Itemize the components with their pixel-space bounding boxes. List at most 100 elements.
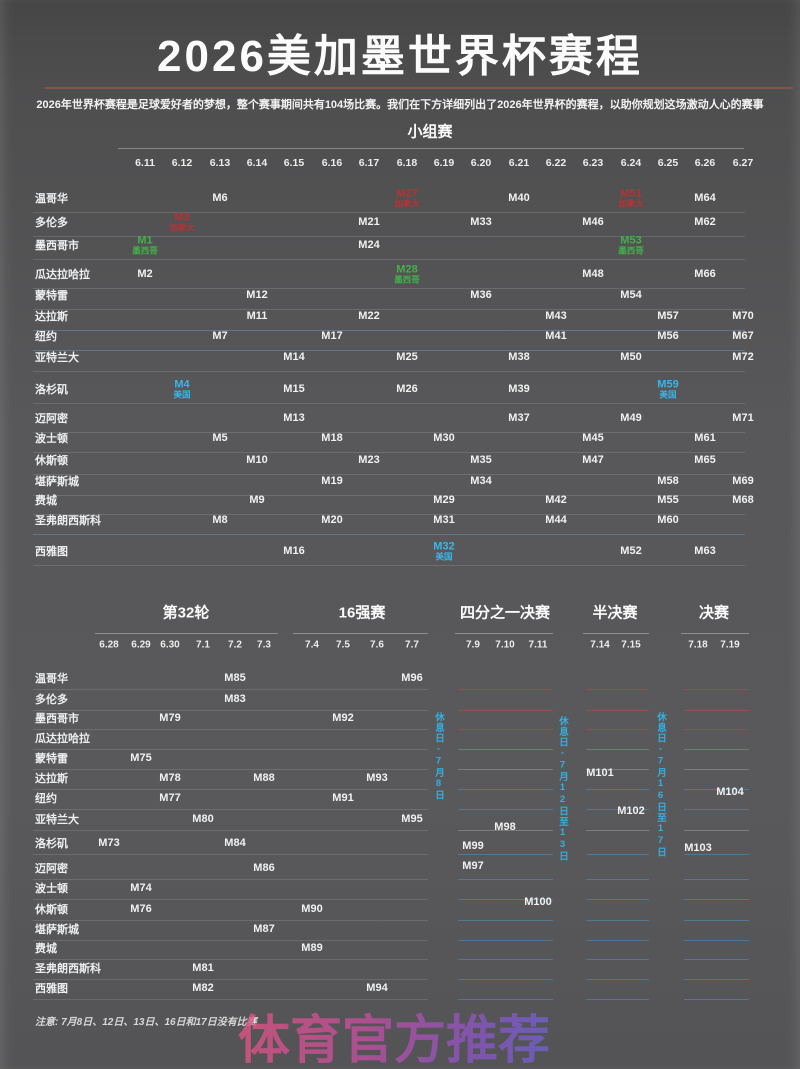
match-number: M26: [396, 382, 418, 395]
row-separator: [684, 830, 749, 831]
match-number: M24: [358, 238, 380, 251]
match-label: M98: [494, 821, 515, 833]
match-label: M72: [732, 351, 753, 363]
date-label: 6.15: [283, 157, 305, 169]
row-separator: [684, 999, 749, 1000]
match-number: M21: [358, 215, 380, 228]
match-number: M102: [617, 804, 645, 817]
section-underline: [293, 633, 428, 634]
match-number: M42: [545, 493, 567, 506]
row-separator: [586, 830, 649, 831]
date-label: 6.27: [732, 157, 754, 169]
row-separator: [458, 769, 553, 770]
match-number: M75: [130, 751, 152, 764]
match-number: M74: [130, 881, 152, 894]
match-number: M49: [620, 411, 642, 424]
match-number: M48: [582, 267, 604, 280]
match-label: M2: [137, 268, 152, 280]
match-number: M63: [694, 544, 716, 557]
city-label: 迈阿密: [35, 413, 68, 425]
match-label: M6: [212, 192, 227, 204]
row-separator: [586, 879, 649, 880]
date-label: 6.23: [582, 157, 604, 169]
match-label: M34: [470, 475, 491, 487]
match-number: M71: [732, 411, 754, 424]
city-label: 蒙特雷: [35, 290, 68, 302]
match-number: M40: [508, 191, 530, 204]
city-label: 迈阿密: [35, 863, 68, 875]
match-label: M74: [130, 882, 151, 894]
date-label: 7.3: [257, 639, 271, 651]
row-separator: [586, 854, 649, 855]
match-label: M37: [508, 412, 529, 424]
row-separator: [33, 879, 428, 880]
match-number: M22: [358, 309, 380, 322]
match-label: M103: [684, 842, 712, 854]
match-number: M62: [694, 215, 716, 228]
row-separator: [458, 920, 553, 921]
match-number: M95: [401, 812, 423, 825]
row-separator: [684, 920, 749, 921]
match-number: M67: [732, 329, 754, 342]
match-label: M11: [247, 310, 268, 322]
match-label: M43: [545, 310, 566, 322]
city-label: 多伦多: [35, 694, 68, 706]
match-label: M4 美国: [173, 378, 190, 399]
row-separator: [586, 940, 649, 941]
match-label: M12: [246, 289, 267, 301]
row-separator: [684, 749, 749, 750]
city-label: 达拉斯: [35, 773, 68, 785]
date-label: 7.1: [196, 639, 210, 651]
row-separator: [586, 749, 649, 750]
match-label: M93: [366, 772, 387, 784]
date-label: 6.20: [470, 157, 492, 169]
match-label: M52: [620, 545, 641, 557]
match-label: M40: [508, 192, 529, 204]
city-label: 波士顿: [35, 883, 68, 895]
city-label: 瓜达拉哈拉: [35, 269, 90, 281]
match-number: M31: [433, 513, 455, 526]
match-label: M71: [732, 412, 753, 424]
city-label: 亚特兰大: [35, 352, 79, 364]
date-label: 6.11: [135, 157, 155, 169]
match-number: M64: [694, 191, 716, 204]
date-label: 7.10: [495, 639, 515, 651]
date-label: 6.26: [694, 157, 716, 169]
match-number: M16: [283, 544, 305, 557]
row-separator: [33, 452, 745, 453]
city-label: 堪萨斯城: [35, 476, 79, 488]
match-number: M91: [332, 791, 354, 804]
match-number: M76: [130, 902, 152, 915]
section-title: 决赛: [698, 604, 730, 622]
host-country-label: 墨西哥: [618, 245, 644, 256]
row-separator: [33, 710, 428, 711]
match-number: M99: [462, 839, 484, 852]
group-stage-underline: [118, 148, 744, 149]
match-number: M72: [732, 350, 754, 363]
row-separator: [33, 534, 745, 535]
match-label: M25: [396, 351, 417, 363]
date-label: 6.21: [508, 157, 530, 169]
match-label: M53 墨西哥: [618, 234, 644, 255]
match-number: M51: [620, 187, 642, 200]
match-number: M92: [332, 711, 354, 724]
match-number: M12: [246, 288, 268, 301]
match-number: M79: [159, 711, 181, 724]
row-separator: [586, 999, 649, 1000]
match-label: M62: [694, 216, 715, 228]
date-label: 6.13: [209, 157, 231, 169]
row-separator: [33, 565, 745, 566]
match-number: M85: [224, 671, 246, 684]
match-number: M96: [401, 671, 423, 684]
match-number: M83: [224, 692, 246, 705]
row-separator: [33, 371, 745, 372]
match-label: M73: [98, 837, 119, 849]
row-separator: [684, 959, 749, 960]
rest-day-label: 休息日-7月12日至13日: [557, 716, 568, 862]
match-number: M68: [732, 493, 754, 506]
page-title: 2026美加墨世界杯赛程: [157, 32, 643, 81]
row-separator: [684, 879, 749, 880]
city-label: 达拉斯: [35, 311, 68, 323]
match-label: M70: [732, 310, 753, 322]
date-label: 6.14: [246, 157, 268, 169]
